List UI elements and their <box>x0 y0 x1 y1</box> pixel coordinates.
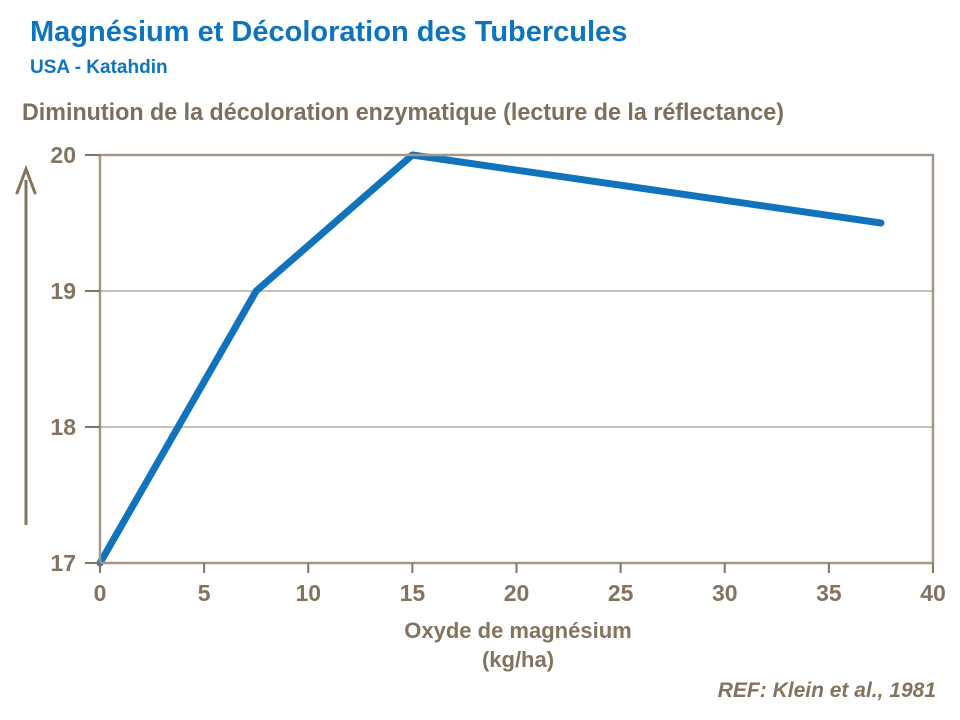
x-tick-label: 40 <box>920 580 946 606</box>
slide-title: Magnésium et Décoloration des Tubercules <box>30 16 628 48</box>
x-axis-title-line1: Oxyde de magnésium <box>404 618 632 643</box>
y-axis-arrow-head-icon <box>15 164 37 195</box>
y-tick-label: 19 <box>50 278 76 304</box>
x-tick-label: 0 <box>94 580 107 606</box>
x-tick-label: 15 <box>400 580 426 606</box>
chart-heading: Diminution de la décoloration enzymatiqu… <box>22 99 784 126</box>
x-axis-title-line2: (kg/ha) <box>481 647 555 672</box>
plot-border <box>98 153 935 565</box>
x-tick-label: 10 <box>295 580 321 606</box>
x-tick-label: 25 <box>608 580 634 606</box>
x-tick-label: 5 <box>198 580 211 606</box>
y-tick-label: 20 <box>50 142 76 168</box>
x-axis-title: Oxyde de magnésium (kg/ha) <box>318 616 718 674</box>
reference-text: REF: Klein et al., 1981 <box>717 679 936 702</box>
x-tick-label: 35 <box>816 580 842 606</box>
y-tick-label: 17 <box>50 550 76 576</box>
slide-subtitle: USA - Katahdin <box>30 57 168 78</box>
x-tick-label: 20 <box>504 580 530 606</box>
line-chart: 17 18 19 20 0 5 10 15 20 25 30 35 40 <box>15 142 946 606</box>
y-tick-label: 18 <box>50 414 76 440</box>
data-line <box>96 151 885 567</box>
x-tick-label: 30 <box>712 580 738 606</box>
